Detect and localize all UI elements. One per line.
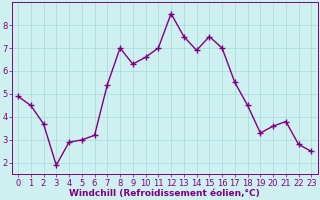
X-axis label: Windchill (Refroidissement éolien,°C): Windchill (Refroidissement éolien,°C) <box>69 189 260 198</box>
